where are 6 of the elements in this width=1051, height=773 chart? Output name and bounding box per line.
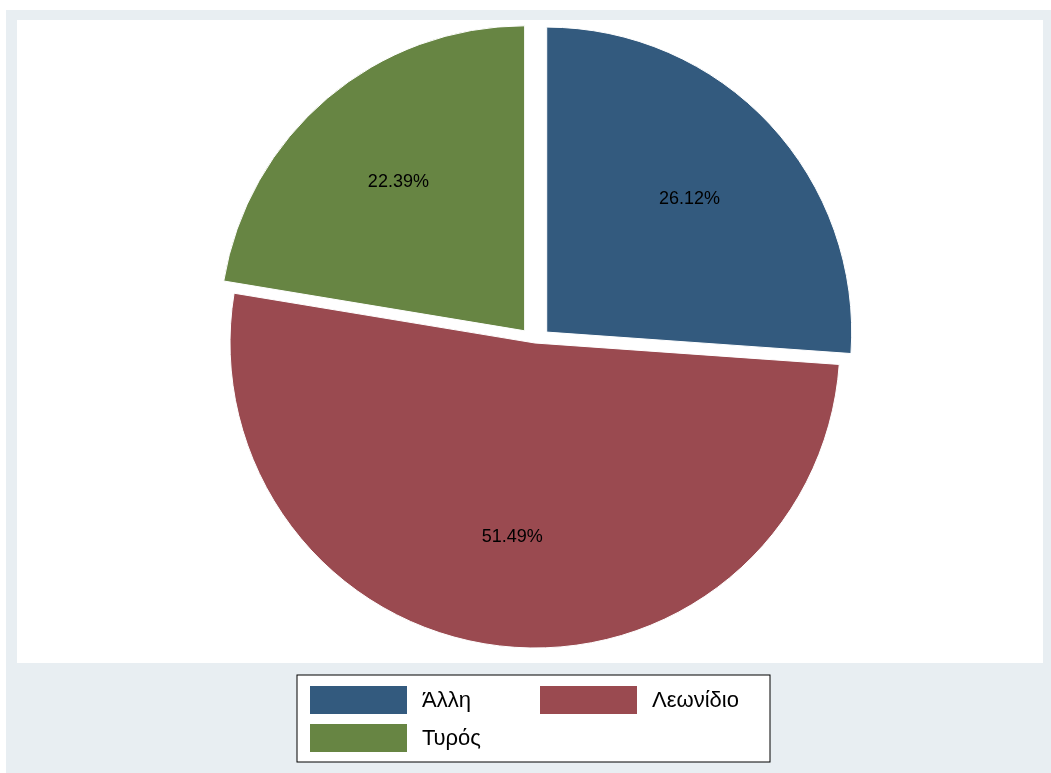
legend-label: Τυρός [422,724,481,750]
data-label: 26.12% [658,187,721,208]
data-label: 22.39% [367,170,429,191]
data-label: 51.49% [481,525,543,546]
legend-label: Λεωνίδιο [652,686,739,712]
legend-label: Άλλη [422,686,471,712]
